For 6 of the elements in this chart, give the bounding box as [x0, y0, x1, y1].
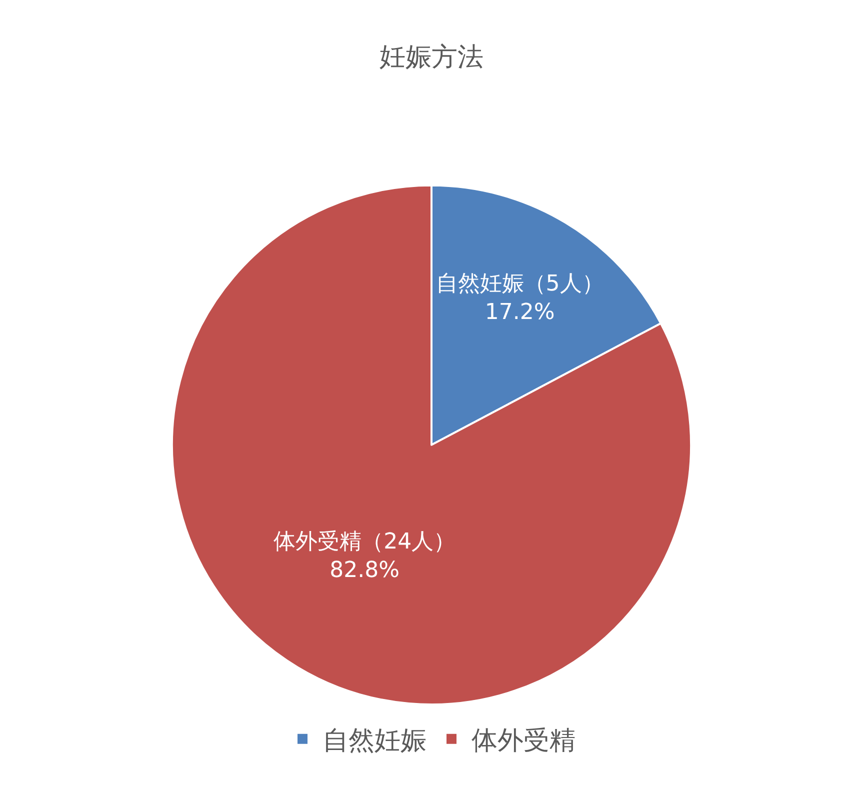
chart-title: 妊娠方法	[380, 42, 484, 72]
data-label: 自然妊娠（5人） 17.2%	[436, 271, 604, 325]
legend-label: 体外受精	[472, 726, 576, 756]
pie-slice	[170, 184, 692, 706]
data-label: 体外受精（24人） 82.8%	[274, 529, 456, 583]
legend-label: 自然妊娠	[322, 726, 426, 756]
